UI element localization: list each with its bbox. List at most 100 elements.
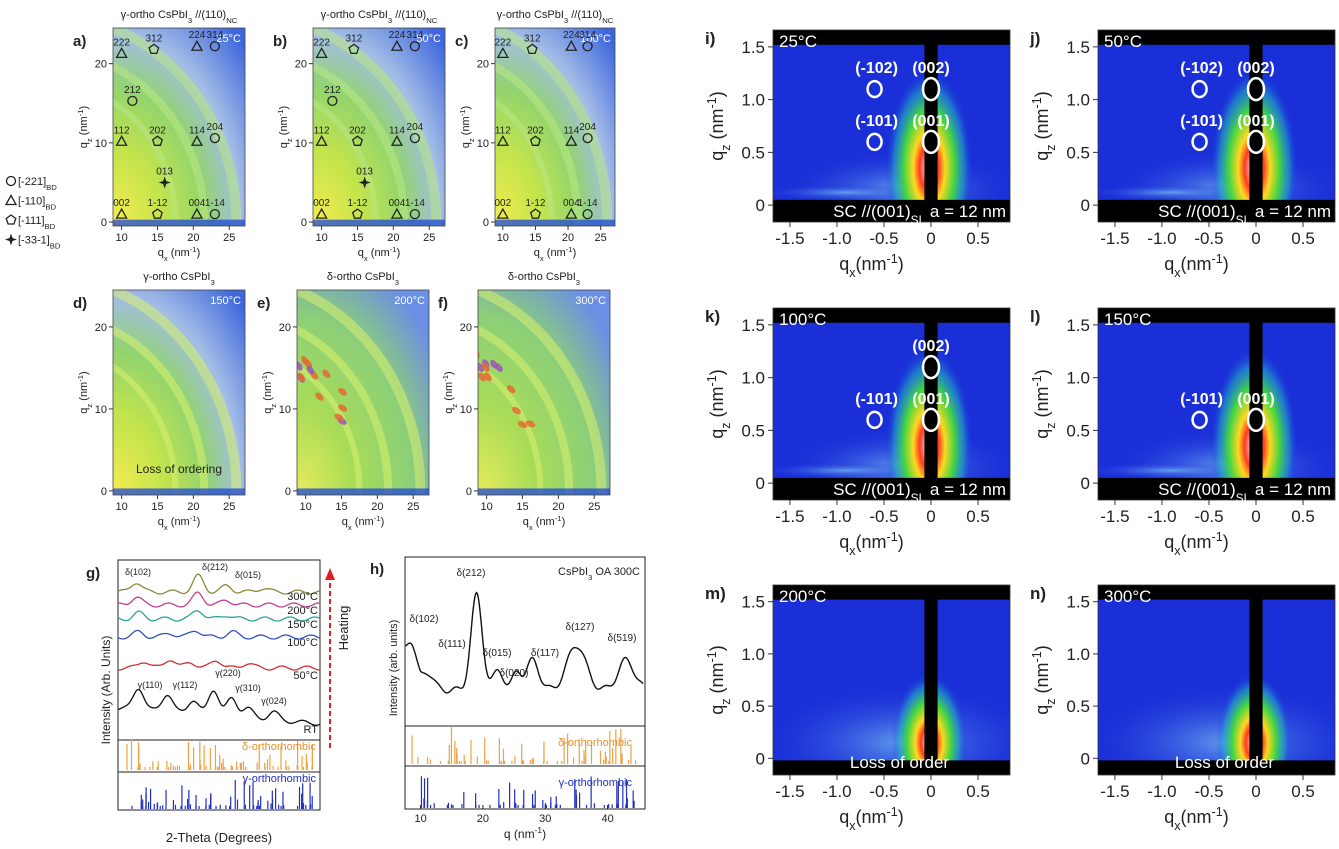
horizon — [113, 219, 245, 226]
peak-label: δ(102) — [410, 614, 439, 625]
y-tick-label: 20 — [95, 59, 107, 71]
symbol — [115, 47, 128, 58]
x-tick-label: -1.0 — [822, 507, 851, 526]
x-tick-label: -1.5 — [775, 782, 804, 801]
text-part: [-110] — [18, 196, 45, 208]
peak-label: 314 — [579, 30, 596, 41]
text-part: ) — [278, 106, 290, 110]
peak-label: (002) — [1237, 60, 1274, 77]
x-axis-label: qx (nm-1) — [342, 514, 384, 532]
panel-letter: f) — [438, 295, 448, 312]
text-part: q — [158, 247, 164, 259]
panel-letter: c) — [455, 33, 468, 50]
peak-label: 202 — [149, 125, 166, 136]
peak-label: 004 — [563, 198, 580, 209]
symbol — [565, 39, 578, 51]
x-tick-label: 20 — [387, 232, 399, 244]
peak-label: 1-12 — [347, 198, 367, 209]
peak-marker — [866, 79, 883, 99]
text-part: (nm — [352, 516, 374, 528]
text-part: ) — [562, 516, 566, 528]
peak-label: 114 — [189, 125, 205, 136]
text-part: ) — [707, 91, 727, 97]
panel-letter: h) — [370, 561, 384, 578]
temperature: 100°C — [779, 310, 826, 329]
text-part: x — [849, 544, 856, 558]
text-part: ) — [1032, 369, 1052, 375]
peak-label: δ(111) — [438, 639, 465, 650]
spot — [451, 334, 460, 345]
text-part: ) — [262, 371, 274, 375]
text-part: NC — [226, 16, 238, 25]
text-part: (nm — [443, 382, 455, 404]
text-part: z — [1044, 144, 1058, 150]
x-tick-label: 0.5 — [1291, 782, 1315, 801]
pattern-image — [448, 290, 610, 495]
bottom-band — [773, 477, 1010, 500]
x-axis-label: qx(nm-1) — [1164, 252, 1229, 280]
symbol — [115, 134, 128, 146]
x-tick-label: -1.5 — [775, 229, 804, 248]
plot-frame — [494, 27, 616, 227]
text-part: x — [1174, 819, 1181, 833]
x-tick-label: 10 — [115, 501, 127, 513]
panel-letter: e) — [257, 295, 270, 312]
symbol — [158, 176, 171, 189]
text-part: q — [443, 408, 455, 414]
text-part: ) — [707, 369, 727, 375]
peak-label: 002 — [494, 198, 511, 209]
peak-marker — [866, 132, 883, 152]
legend-label: [-111]BD — [18, 215, 56, 231]
peak-label: (002) — [912, 338, 949, 355]
peak-label: 1-14 — [205, 198, 225, 209]
peak-label: (-101) — [855, 391, 898, 408]
peak-label: (002) — [912, 60, 949, 77]
temperature: 50°C — [1104, 32, 1142, 51]
x-tick-label: 10 — [315, 232, 327, 244]
horizon — [478, 488, 610, 495]
x-axis-label: qx(nm-1) — [839, 530, 904, 558]
text-part: q — [707, 705, 727, 715]
y-tick-label: 1.0 — [741, 91, 765, 110]
bottom-band — [773, 760, 1010, 775]
spectrum-line — [405, 591, 644, 694]
peak-marker — [921, 407, 941, 433]
panel-letter: g) — [86, 565, 100, 582]
text-part: q — [839, 254, 849, 274]
temperature: 200°C — [394, 295, 425, 307]
text-part: (nm — [1181, 254, 1212, 274]
peak-marker — [1191, 132, 1208, 152]
text-part: q — [534, 247, 540, 259]
y-axis-label: qz (nm-1) — [1030, 369, 1058, 439]
x-tick-label: -1.5 — [775, 507, 804, 526]
x-tick-label: -0.5 — [1194, 782, 1223, 801]
symbol — [496, 47, 509, 58]
symbol — [209, 132, 221, 144]
plot-frame — [477, 289, 611, 496]
symbol — [496, 207, 509, 219]
peak-label: 004 — [389, 198, 406, 209]
spot — [448, 354, 457, 365]
peak-label: 1-12 — [147, 198, 167, 209]
text-part: -1 — [1030, 651, 1044, 662]
x-tick-label: 25 — [595, 232, 607, 244]
spectrum-line — [117, 573, 321, 595]
text-part: x — [164, 523, 168, 532]
text-part: -1 — [276, 109, 285, 116]
text-part: z — [467, 138, 476, 142]
peak-label: γ(110) — [138, 680, 163, 690]
plot-frame — [404, 556, 646, 810]
peak-label: δ(102) — [125, 567, 151, 577]
x-tick-label: -1.5 — [1100, 229, 1129, 248]
peak-label: 202 — [527, 125, 544, 136]
text-part: -1 — [705, 651, 719, 662]
symbol — [209, 208, 221, 220]
text-part: (nm — [460, 116, 472, 138]
x-tick-label: 0.5 — [966, 507, 990, 526]
symbol — [5, 214, 17, 225]
panel-letter: b) — [273, 33, 287, 50]
y-tick-label: 10 — [95, 138, 107, 150]
text-part: δ-ortho CsPbI — [327, 271, 395, 283]
y-tick-label: 1.0 — [1066, 369, 1090, 388]
